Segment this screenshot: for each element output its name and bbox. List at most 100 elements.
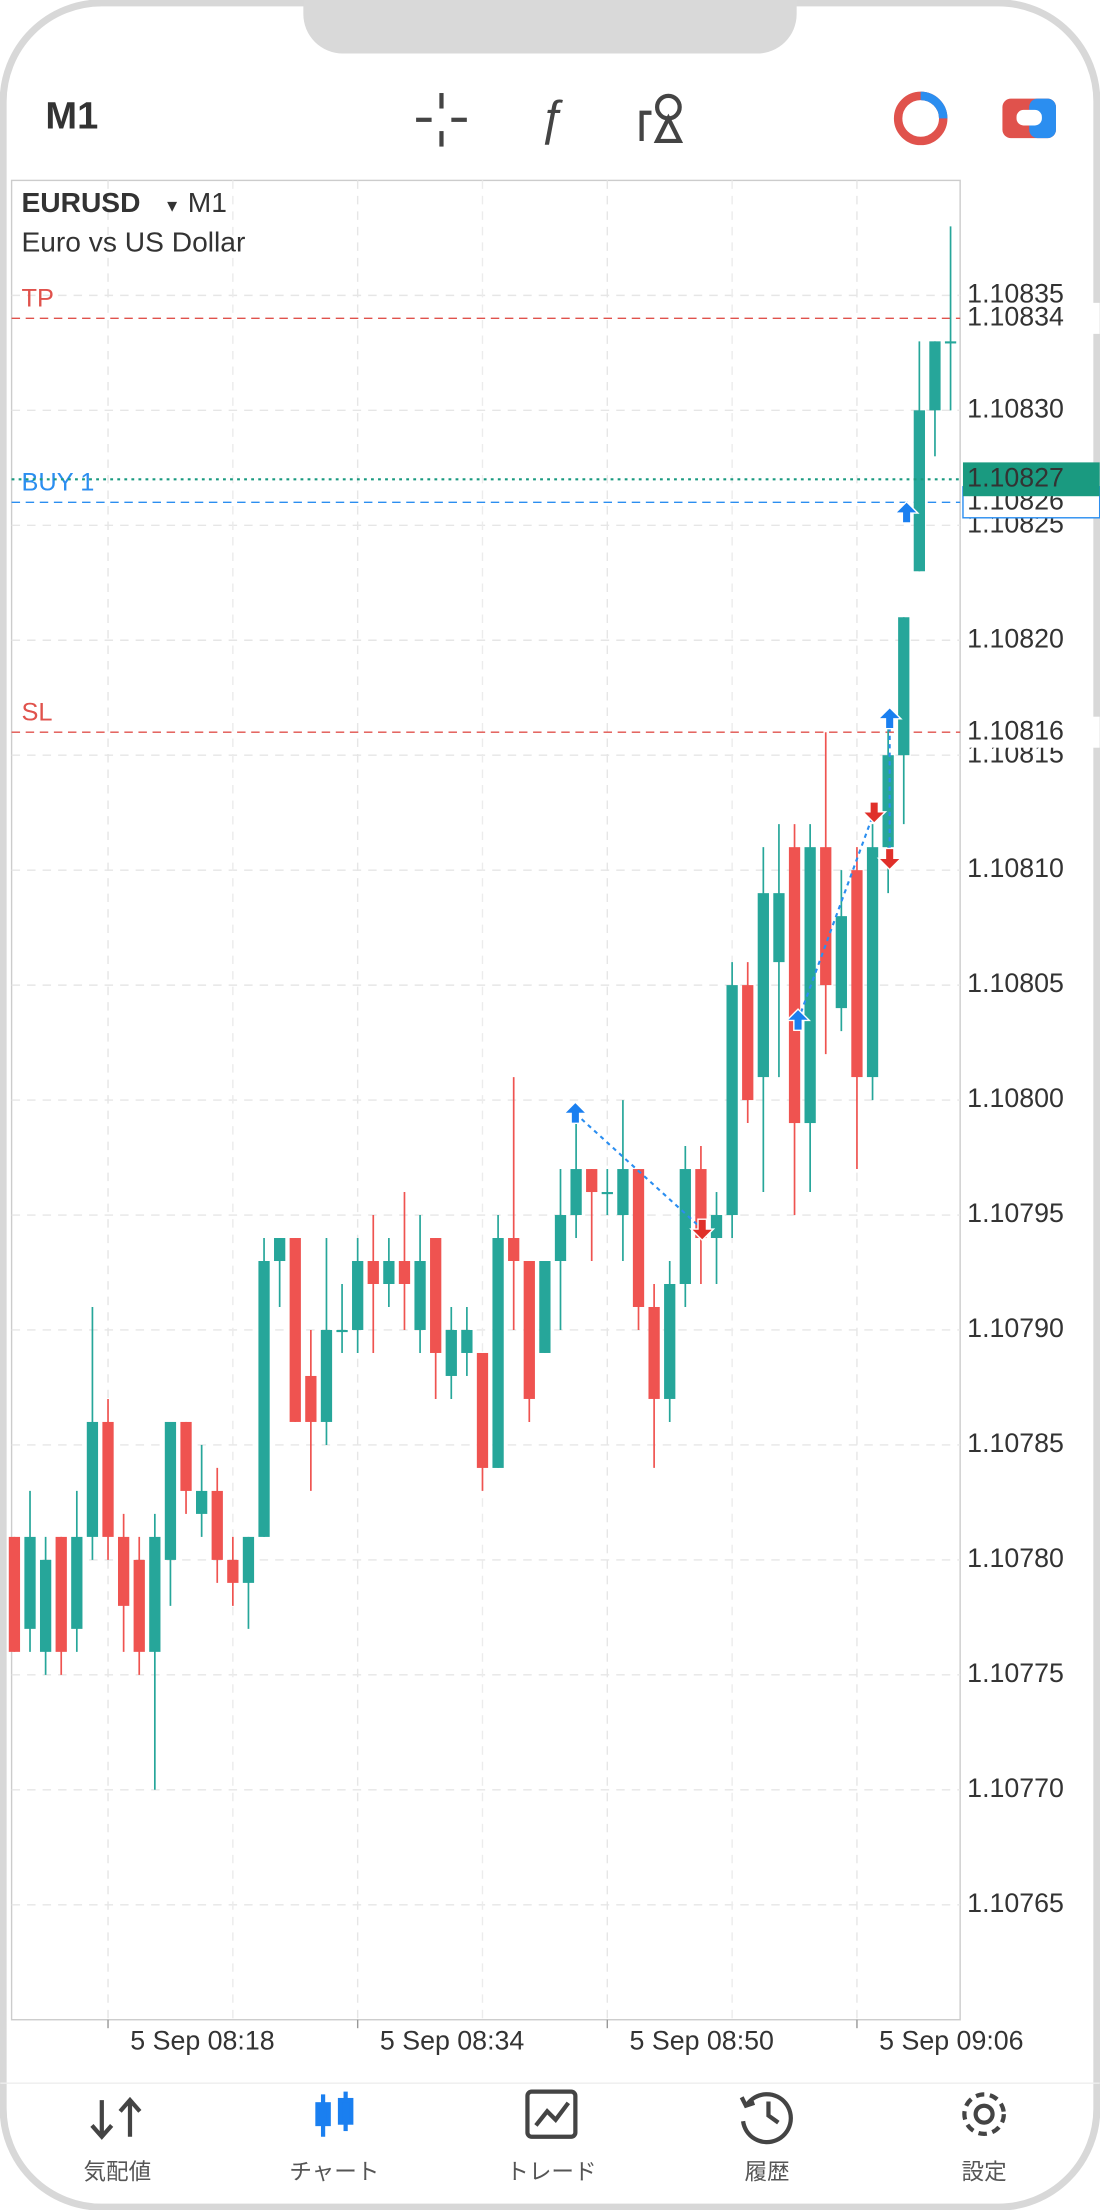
x-tick-label: 5 Sep 08:50 (630, 2025, 774, 2055)
crosshair-icon[interactable] (416, 93, 467, 147)
candle-body (258, 1261, 270, 1537)
trade-tab-icon[interactable] (525, 2089, 578, 2139)
candle-body (944, 341, 957, 344)
level-value: 1.10834 (967, 301, 1064, 331)
y-tick-label: 1.10775 (967, 1658, 1064, 1688)
candle-body (383, 1261, 395, 1284)
candle-body (648, 1306, 660, 1399)
y-tick-label: 1.10800 (967, 1083, 1064, 1113)
candle-body (305, 1375, 317, 1422)
candle-body (882, 755, 894, 848)
trade-markers (574, 718, 891, 1230)
level-name: BUY 1 (21, 469, 94, 497)
tab-label[interactable]: トレード (506, 2159, 596, 2184)
candle-body (913, 410, 925, 572)
current-price-label: 1.10827 (967, 462, 1064, 492)
candle-body (726, 985, 738, 1216)
candle-body (117, 1536, 130, 1606)
candle-body (788, 847, 801, 1124)
y-tick-label: 1.10790 (967, 1313, 1064, 1343)
candle-body (180, 1421, 192, 1491)
candle-body (414, 1261, 426, 1330)
candle-body (632, 1169, 645, 1307)
candle-body (617, 1169, 629, 1216)
y-tick-label: 1.10830 (967, 393, 1064, 423)
candle-body (539, 1261, 551, 1353)
buy-arrows (562, 500, 920, 1125)
candle-body (710, 1215, 723, 1239)
candle-body (820, 847, 832, 986)
candle-body (929, 341, 941, 411)
candle-body (86, 1421, 99, 1537)
trade-icon[interactable] (1002, 98, 1056, 139)
candle-body (508, 1238, 520, 1262)
candle-body (492, 1238, 504, 1468)
x-tick-label: 5 Sep 09:06 (879, 2025, 1023, 2055)
candle-body (227, 1559, 239, 1583)
candle-body (336, 1329, 348, 1333)
candle-body (211, 1490, 223, 1560)
candle-body (164, 1421, 177, 1560)
candle-body (289, 1238, 301, 1422)
y-tick-label: 1.10770 (967, 1773, 1064, 1803)
tab-label[interactable]: 気配値 (83, 2159, 151, 2184)
chart-timeframe: M1 (188, 186, 227, 218)
candle-body (773, 893, 785, 963)
y-tick-label: 1.10805 (967, 968, 1064, 998)
candle-body (476, 1352, 489, 1468)
objects-icon[interactable] (639, 93, 684, 144)
y-tick-label: 1.10795 (967, 1198, 1064, 1228)
candle-body (430, 1238, 442, 1353)
y-tick-label: 1.10765 (967, 1888, 1064, 1918)
candle-body (554, 1215, 567, 1262)
x-tick-label: 5 Sep 08:18 (130, 2025, 274, 2055)
candle-body (55, 1536, 67, 1652)
candle-body (601, 1192, 613, 1195)
candle-body (757, 893, 769, 1078)
level-name: TP (21, 285, 53, 313)
sell-arrows (689, 801, 903, 1242)
candle-body (367, 1261, 379, 1284)
history-icon[interactable] (739, 2092, 793, 2145)
quotes-icon[interactable] (90, 2096, 142, 2140)
chart-icon[interactable] (315, 2091, 354, 2137)
dropdown-icon[interactable]: ▼ (164, 197, 181, 216)
candle-body (352, 1261, 364, 1330)
y-tick-label: 1.10780 (967, 1543, 1064, 1573)
candle-body (664, 1283, 676, 1399)
candle-body (866, 847, 879, 1078)
candle-body (274, 1238, 286, 1262)
candle-body (586, 1169, 598, 1193)
settings-icon[interactable] (962, 2092, 1006, 2137)
tab-label[interactable]: 履歴 (745, 2159, 790, 2184)
timeframe-button[interactable]: M1 (45, 95, 98, 137)
candle-body (24, 1536, 36, 1629)
candle-body (445, 1329, 457, 1376)
candle-body (742, 985, 754, 1101)
tab-label[interactable]: チャート (289, 2159, 379, 2184)
candle-body (523, 1261, 535, 1399)
candle-body (898, 617, 910, 756)
level-label-bg (962, 716, 1100, 748)
tab-label[interactable]: 設定 (962, 2159, 1007, 2184)
candle-body (679, 1169, 691, 1284)
candle-body (39, 1559, 52, 1652)
candle-body (695, 1169, 707, 1239)
one-click-icon[interactable] (893, 91, 948, 146)
candle-body (8, 1536, 21, 1652)
level-label-bg (962, 302, 1100, 334)
candle-body (102, 1421, 114, 1537)
candle-body (851, 870, 863, 1078)
y-tick-label: 1.10785 (967, 1428, 1064, 1458)
indicator-icon[interactable]: ƒ (538, 92, 565, 145)
symbol: EURUSD (21, 186, 140, 218)
candle-body (149, 1536, 161, 1652)
chart: 1.108351.108301.108251.108201.108151.108… (8, 180, 1100, 2055)
candle-body (196, 1490, 208, 1514)
candle-body (320, 1329, 333, 1422)
candle-body (242, 1536, 255, 1583)
candle-body (461, 1329, 473, 1353)
